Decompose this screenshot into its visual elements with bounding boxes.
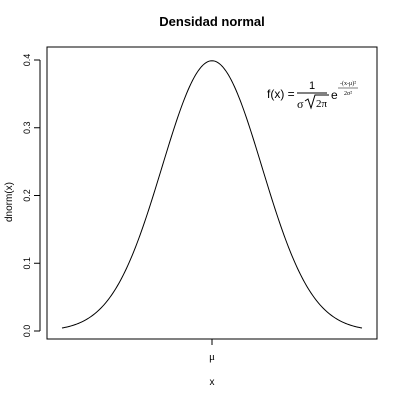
formula-numerator: 1 [309, 80, 315, 92]
y-tick-label: 0.3 [22, 121, 32, 134]
x-axis-label: x [210, 377, 215, 388]
formula-root-content: 2π [316, 98, 328, 110]
formula-lhs: f(x) = [267, 87, 295, 101]
y-axis-label: dnorm(x) [4, 182, 15, 222]
formula-exp-denominator: 2σ² [344, 91, 352, 97]
y-tick-label: 0.2 [22, 189, 32, 202]
y-tick-label: 0.1 [22, 257, 32, 270]
y-tick-label: 0.0 [22, 325, 32, 338]
chart-title: Densidad normal [159, 14, 264, 29]
density-curve [61, 60, 363, 329]
y-axis: 0.0 0.1 0.2 0.3 0.4 [22, 54, 41, 338]
formula-e: e [331, 88, 338, 102]
formula-sqrt-sign [304, 94, 329, 110]
x-tick-label-mu: μ [209, 351, 215, 363]
plot-frame [46, 46, 378, 340]
formula-sigma: σ [297, 97, 304, 111]
formula-exp-numerator: -(x-μ)² [340, 80, 356, 87]
x-axis: μ [209, 339, 215, 363]
formula-annotation: f(x) = 1 σ 2π e -(x-μ)² 2σ² [267, 80, 358, 111]
y-tick-label: 0.4 [22, 54, 32, 67]
